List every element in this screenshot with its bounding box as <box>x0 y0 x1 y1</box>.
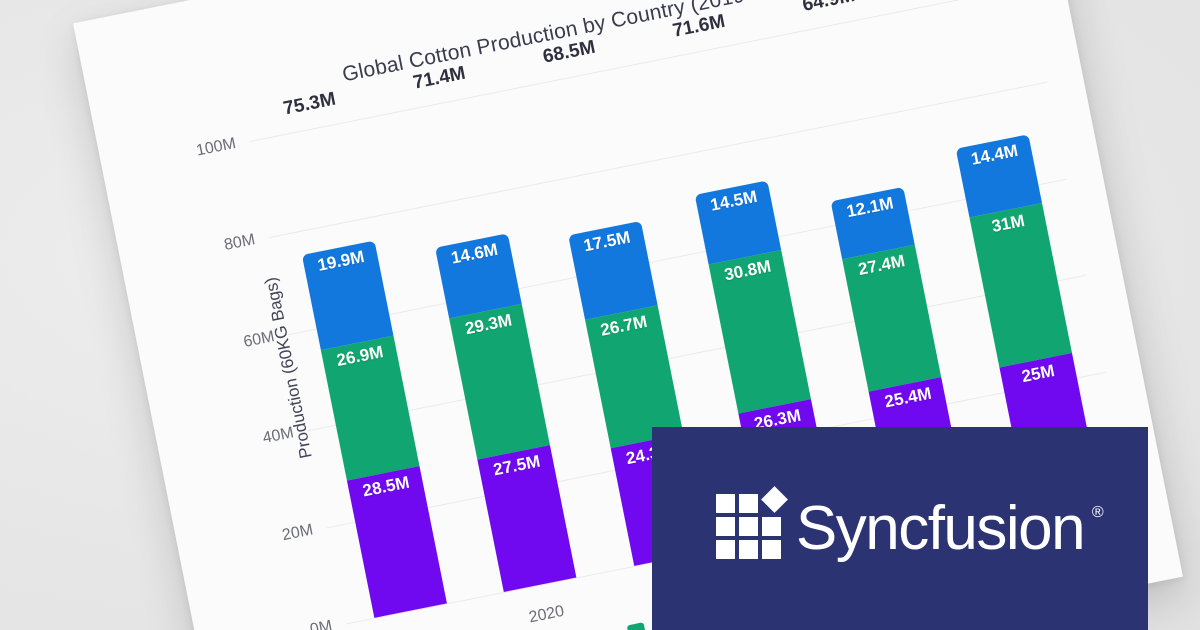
bar-segment-china[interactable]: 27.4M <box>842 244 942 392</box>
y-axis-tick-label: 40M <box>261 424 296 448</box>
y-axis-tick-label: 20M <box>280 520 315 544</box>
bar-segment-value-label: 19.9M <box>315 246 366 275</box>
bar-segment-value-label: 26.9M <box>335 342 386 371</box>
bar-segment-value-label: 25.4M <box>882 383 934 412</box>
bar-segment-value-label: 31M <box>990 211 1027 237</box>
logo-square-icon <box>715 539 735 559</box>
bar-segment-value-label: 26.7M <box>598 311 649 340</box>
y-axis-tick-label: 100M <box>194 134 238 160</box>
bar-segment-value-label: 12.1M <box>844 193 895 221</box>
bar-segment-value-label: 28.5M <box>360 472 412 501</box>
bar-segment-value-label: 27.4M <box>856 251 907 280</box>
logo-square-icon <box>738 539 758 559</box>
bar-segment-value-label: 14.4M <box>969 140 1020 169</box>
bar-segment-value-label: 30.8M <box>722 256 773 285</box>
bar-segment-india[interactable]: 27.5M <box>477 444 577 592</box>
bar-segment-united-states[interactable]: 19.9M <box>301 240 394 351</box>
bar-segment-china[interactable]: 29.3M <box>449 303 551 460</box>
y-axis-tick-label: 60M <box>242 327 276 351</box>
logo-square-icon <box>738 493 758 513</box>
registered-trademark-icon: ® <box>1091 503 1104 521</box>
bar-segment-value-label: 27.5M <box>491 451 542 480</box>
bar-segment-china[interactable]: 26.9M <box>321 336 420 481</box>
bar-segment-value-label: 29.3M <box>463 309 514 338</box>
logo-diamond-icon <box>760 485 788 513</box>
bar-segment-value-label: 14.6M <box>449 239 500 268</box>
x-axis-tick-label: 2020 <box>527 602 566 627</box>
y-axis-tick-label: 80M <box>222 231 257 255</box>
bar-segment-china[interactable]: 31M <box>969 203 1072 368</box>
logo-square-icon <box>761 516 781 536</box>
bar-segment-value-label: 25M <box>1020 361 1057 387</box>
syncfusion-wordmark: Syncfusion ® <box>796 497 1104 559</box>
logo-square-icon <box>738 516 758 536</box>
logo-square-icon <box>715 516 735 536</box>
y-axis-tick-label: 0M <box>308 617 334 630</box>
syncfusion-wordmark-text: Syncfusion <box>795 493 1086 563</box>
logo-square-icon <box>761 539 781 559</box>
syncfusion-banner: Syncfusion ® <box>652 427 1148 630</box>
bar-segment-value-label: 17.5M <box>581 227 632 256</box>
logo-square-icon <box>715 493 735 513</box>
bar-total-label: 64.9M <box>800 0 857 16</box>
legend-swatch-icon <box>627 621 648 630</box>
stacked-bar-2020[interactable]: 71.4M 14.6M 29.3M 27.5M 2020 <box>408 63 577 626</box>
bar-segment-value-label: 14.5M <box>708 186 759 215</box>
bar-segment-india[interactable]: 28.5M <box>347 465 448 618</box>
bar-segment-china[interactable]: 30.8M <box>708 250 812 414</box>
syncfusion-logo: Syncfusion ® <box>715 485 1104 564</box>
bar-segment-united-states[interactable]: 17.5M <box>568 221 658 320</box>
syncfusion-grid-diamond-logo-icon <box>715 485 788 564</box>
